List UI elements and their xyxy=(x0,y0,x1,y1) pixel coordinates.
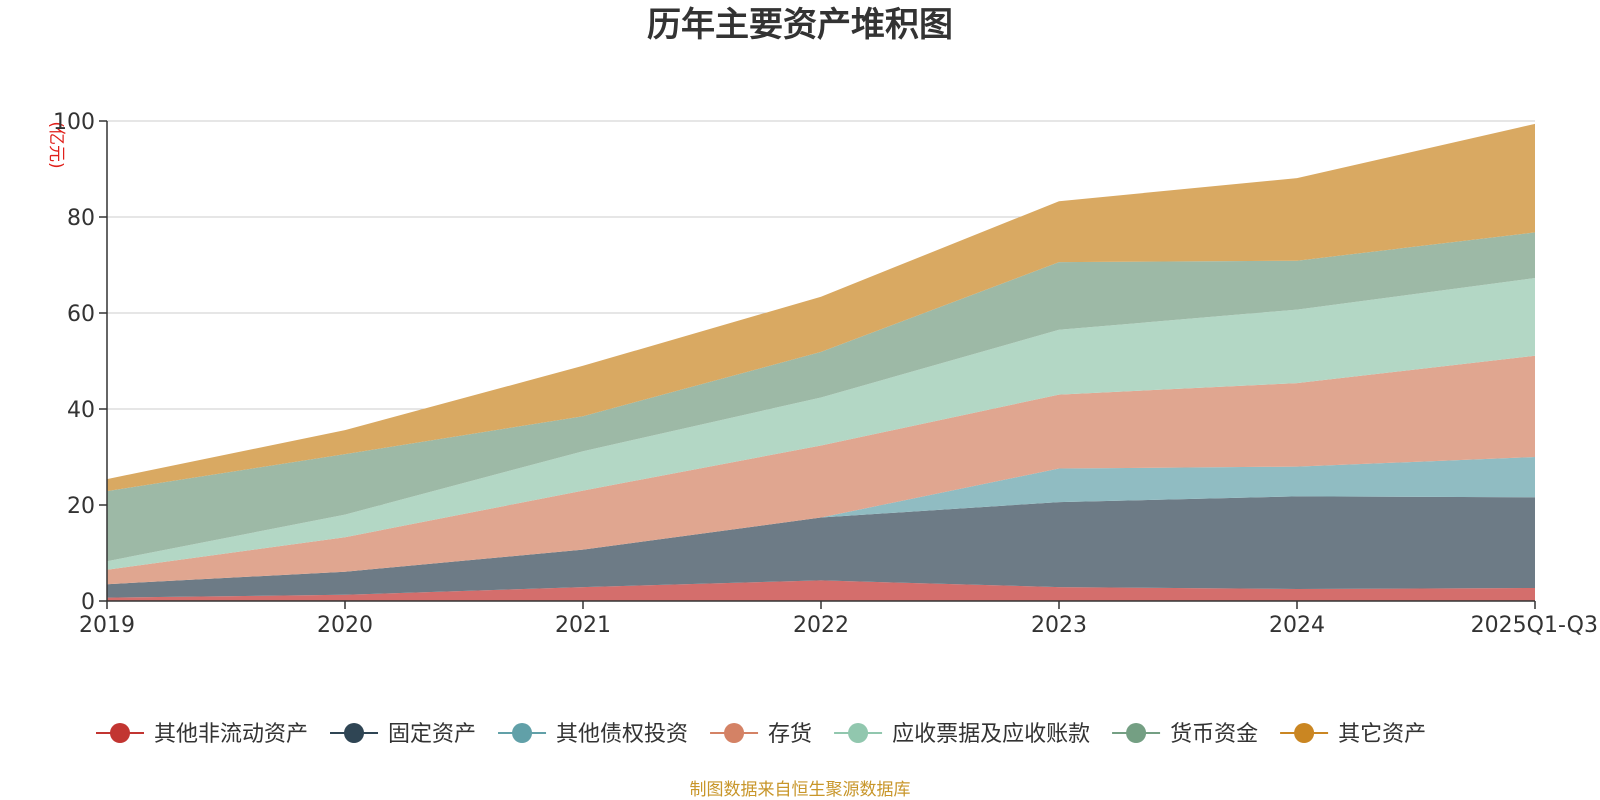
chart-title: 历年主要资产堆积图 xyxy=(647,5,953,45)
legend-label-6: 其它资产 xyxy=(1338,722,1426,747)
legend-marker-0 xyxy=(110,723,130,743)
axes: 0 20 40 60 80 100 2019 2020 2021 2022 2023 2024 2025… xyxy=(53,110,1598,638)
x-tick-label-1: 2020 xyxy=(317,613,373,638)
area-series-3 xyxy=(107,355,1535,585)
x-tick-label-0: 2019 xyxy=(79,613,135,638)
legend-label-5: 货币资金 xyxy=(1170,722,1258,747)
area-series-4 xyxy=(107,278,1535,570)
area-series-0 xyxy=(107,580,1535,601)
legend-item-6: 其它资产 xyxy=(1280,722,1426,747)
legend-label-0: 其他非流动资产 xyxy=(154,722,308,747)
legend-item-1: 固定资产 xyxy=(330,722,476,747)
legend-item-5: 货币资金 xyxy=(1112,722,1258,747)
legend-item-4: 应收票据及应收账款 xyxy=(834,722,1090,747)
legend-marker-3 xyxy=(724,723,745,743)
y-tick-label-4: 80 xyxy=(67,206,95,231)
y-tick-label-3: 60 xyxy=(67,302,95,327)
legend-label-4: 应收票据及应收账款 xyxy=(892,722,1090,747)
legend-marker-1 xyxy=(344,723,365,743)
y-tick-label-5: 100 xyxy=(53,110,95,135)
area-series-1 xyxy=(107,496,1535,598)
x-tick-label-4: 2023 xyxy=(1031,613,1087,638)
x-tick-label-6: 2025Q1-Q3 xyxy=(1471,613,1598,638)
y-tick-label-1: 20 xyxy=(67,494,95,519)
x-tick-label-5: 2024 xyxy=(1269,613,1325,638)
legend-marker-5 xyxy=(1126,723,1147,743)
x-tick-label-2: 2021 xyxy=(555,613,611,638)
legend-label-2: 其他债权投资 xyxy=(556,722,688,747)
y-tick-label-0: 0 xyxy=(81,590,95,615)
area-series-group xyxy=(107,123,1535,601)
area-series-6 xyxy=(107,123,1535,492)
legend-item-2: 其他债权投资 xyxy=(498,722,688,747)
y-axis-unit-label: (亿元) xyxy=(46,121,66,168)
y-tick-label-2: 40 xyxy=(67,398,95,423)
legend-label-3: 存货 xyxy=(768,722,812,747)
legend-marker-4 xyxy=(848,723,869,743)
legend-label-1: 固定资产 xyxy=(388,722,476,747)
legend-item-0: 其他非流动资产 xyxy=(96,722,308,747)
legend-marker-2 xyxy=(512,723,533,743)
legend-item-3: 存货 xyxy=(710,722,812,747)
data-source-note: 制图数据来自恒生聚源数据库 xyxy=(690,780,911,800)
area-series-2 xyxy=(107,457,1535,585)
area-series-5 xyxy=(107,232,1535,562)
x-tick-label-3: 2022 xyxy=(793,613,849,638)
legend-marker-6 xyxy=(1294,723,1315,743)
legend: 其他非流动资产 固定资产 其他债权投资 存货 应收票据及应收账款 货币资金 其它资产 xyxy=(96,722,1426,747)
